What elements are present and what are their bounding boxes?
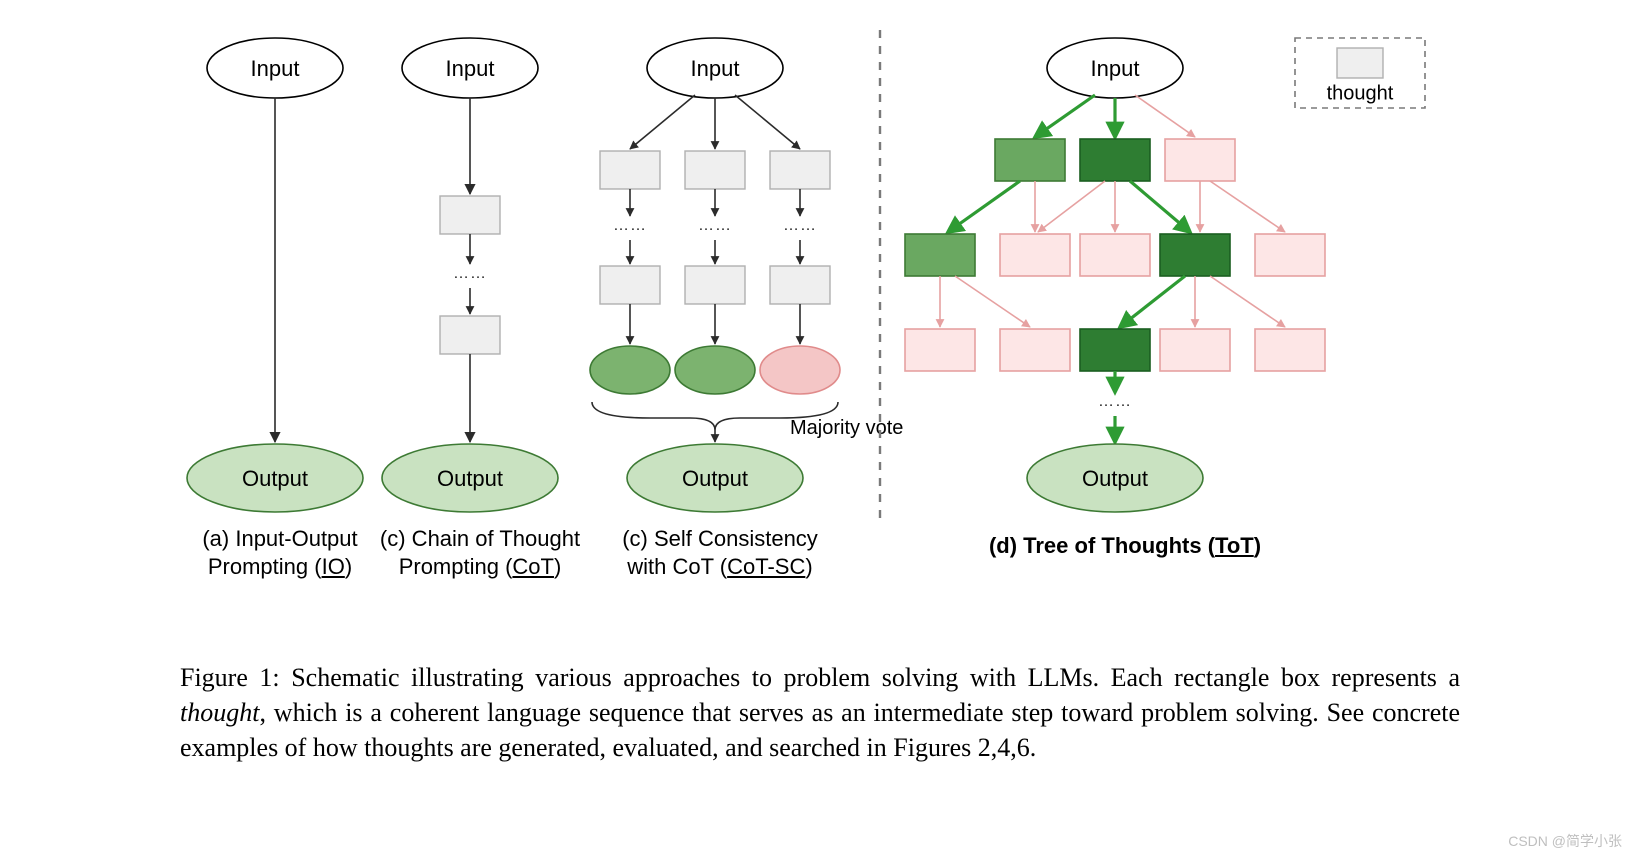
figure-caption: Figure 1: Schematic illustrating various…: [180, 660, 1460, 765]
diagram-area: Input Output Input …… Output Input: [180, 20, 1460, 610]
svg-text:……: ……: [1098, 393, 1132, 410]
dots: ……: [453, 265, 487, 282]
tot-node-pink: [1000, 234, 1070, 276]
tot-node-pink: [1255, 329, 1325, 371]
panel-b: Input …… Output: [382, 38, 558, 512]
tot-node-pink: [1255, 234, 1325, 276]
tot-node-green-mid: [995, 139, 1065, 181]
output-label: Output: [242, 466, 308, 491]
arrow-branch-1: [630, 95, 695, 149]
thought-box: [600, 266, 660, 304]
input-label: Input: [251, 56, 300, 81]
watermark: CSDN @简学小张: [1508, 831, 1622, 851]
panel-a-label: (a) Input-Output Prompting (IO): [185, 525, 375, 580]
tot-node-pink: [1165, 139, 1235, 181]
thought-box: [685, 151, 745, 189]
thought-box-2: [440, 316, 500, 354]
tot-node-green-dark: [1160, 234, 1230, 276]
input-label: Input: [446, 56, 495, 81]
thought-box: [770, 266, 830, 304]
panel-b-label: (c) Chain of Thought Prompting (CoT): [370, 525, 590, 580]
legend: thought: [1295, 38, 1425, 108]
tot-node-green-dark: [1080, 329, 1150, 371]
diagram-svg: Input Output Input …… Output Input: [180, 20, 1460, 610]
thought-box: [685, 266, 745, 304]
tot-node-pink: [1160, 329, 1230, 371]
svg-text:……: ……: [613, 217, 647, 234]
majority-vote-label: Majority vote: [790, 417, 903, 439]
tot-node-green-dark: [1080, 139, 1150, 181]
tot-node-pink: [905, 329, 975, 371]
panel-d-label: (d) Tree of Thoughts (ToT): [960, 532, 1290, 560]
panel-d: Input: [905, 38, 1425, 512]
result-green: [675, 346, 755, 394]
tot-node-green-mid: [905, 234, 975, 276]
thought-box: [770, 151, 830, 189]
tot-node-pink: [1080, 234, 1150, 276]
input-label: Input: [691, 56, 740, 81]
output-label: Output: [437, 466, 503, 491]
output-label: Output: [1082, 466, 1148, 491]
output-label: Output: [682, 466, 748, 491]
panel-c: Input …… …… ……: [590, 38, 903, 512]
tot-node-pink: [1000, 329, 1070, 371]
legend-box: [1337, 48, 1383, 78]
input-label: Input: [1091, 56, 1140, 81]
svg-text:……: ……: [783, 217, 817, 234]
panel-a: Input Output: [187, 38, 363, 512]
thought-box-1: [440, 196, 500, 234]
panel-c-label: (c) Self Consistency with CoT (CoT-SC): [600, 525, 840, 580]
result-green: [590, 346, 670, 394]
result-pink: [760, 346, 840, 394]
thought-box: [600, 151, 660, 189]
legend-label: thought: [1327, 82, 1394, 104]
arrow-branch-3: [735, 95, 800, 149]
svg-text:……: ……: [698, 217, 732, 234]
